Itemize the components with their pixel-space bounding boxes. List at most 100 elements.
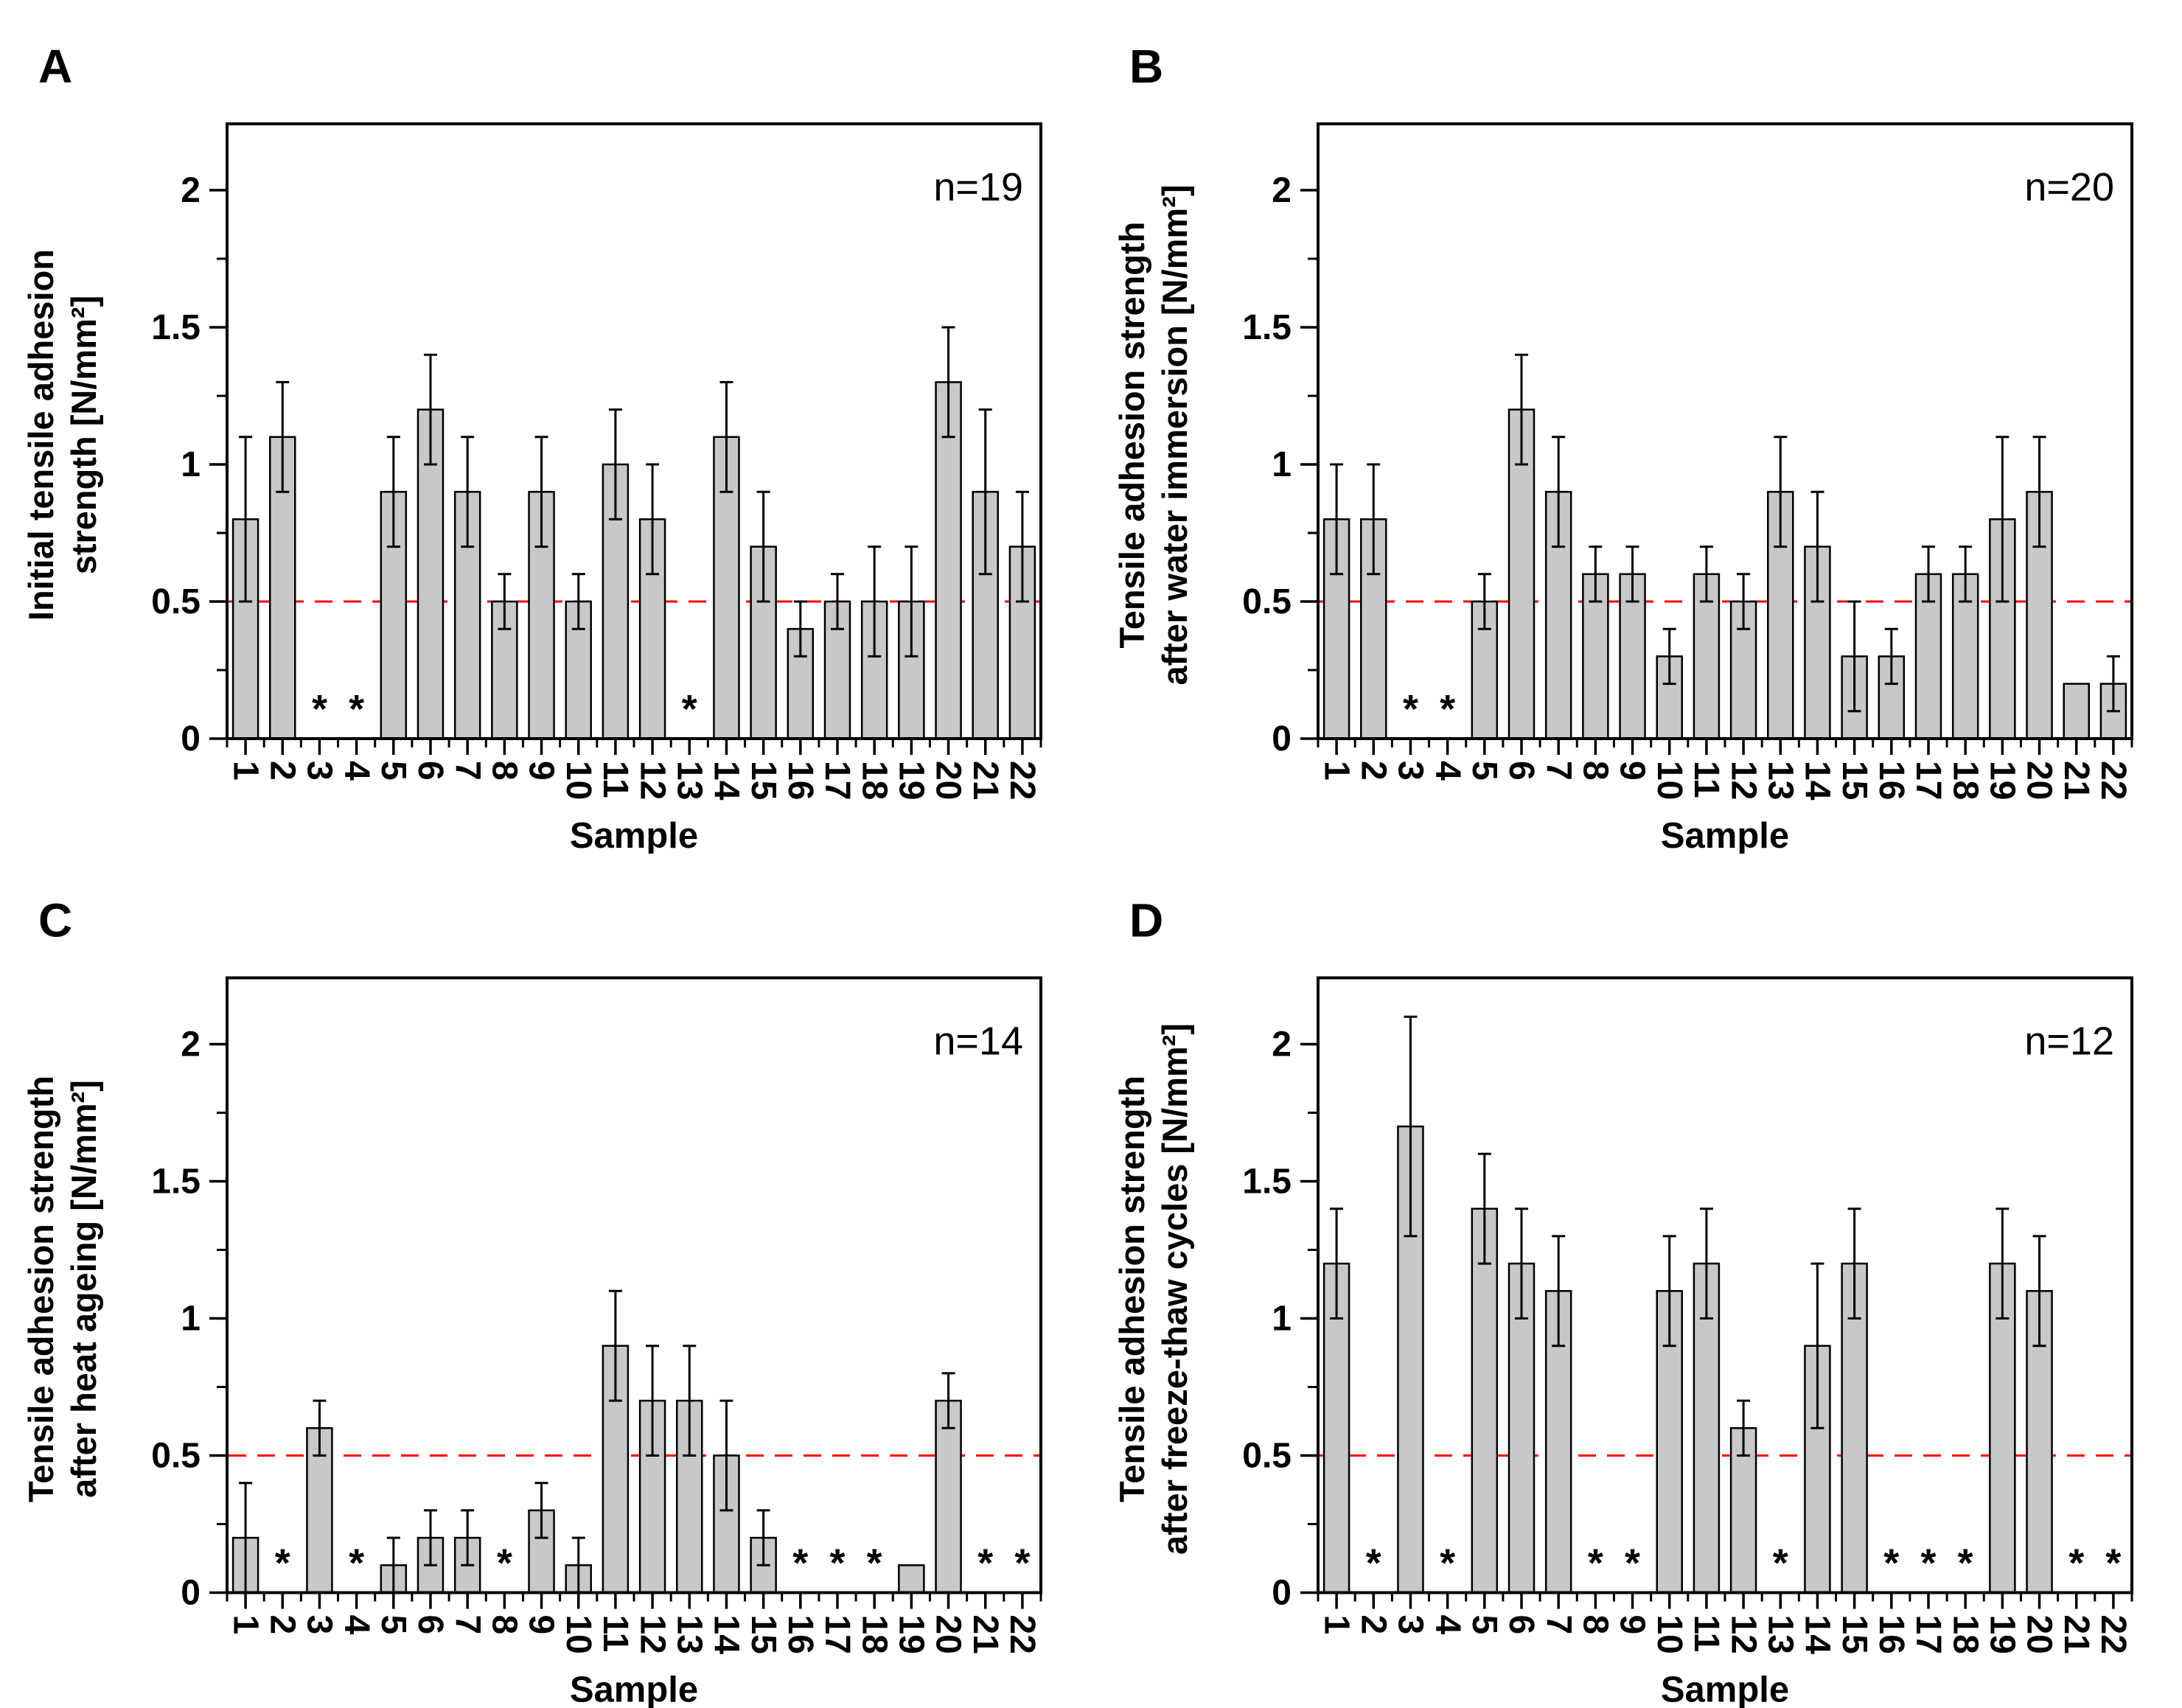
missing-marker: * — [1440, 1541, 1455, 1586]
y-axis-title-line2: after freeze-thaw cycles [N/mm²] — [1155, 1023, 1194, 1555]
missing-marker: * — [1403, 687, 1418, 731]
x-tick-label: 6 — [411, 1615, 450, 1635]
y-axis-title-line2: after heat ageing [N/mm²] — [64, 1080, 103, 1498]
x-tick-label: 4 — [337, 1615, 376, 1635]
y-tick-label: 1.5 — [1242, 1163, 1292, 1202]
x-tick-label: 3 — [300, 761, 339, 781]
x-tick-label: 17 — [1909, 761, 1948, 800]
y-tick-label: 1 — [1272, 1300, 1292, 1339]
x-tick-label: 3 — [300, 1615, 339, 1635]
y-tick-label: 2 — [1272, 1025, 1292, 1064]
x-tick-label: 12 — [1723, 761, 1763, 800]
x-tick-label: 7 — [1538, 1615, 1578, 1635]
y-axis-title-line2: strength [N/mm²] — [64, 296, 103, 575]
y-axis-title-line1: Tensile adhesion strength — [1112, 1076, 1151, 1502]
x-tick-label: 14 — [1798, 761, 1837, 801]
x-tick-label: 14 — [707, 761, 746, 801]
x-tick-label: 12 — [1723, 1615, 1763, 1654]
x-tick-label: 19 — [1983, 1615, 2022, 1654]
x-tick-label: 5 — [374, 761, 413, 781]
x-tick-label: 21 — [966, 1615, 1005, 1654]
x-tick-label: 19 — [1983, 761, 2022, 800]
x-tick-label: 14 — [1798, 1615, 1837, 1655]
missing-marker: * — [682, 687, 697, 731]
x-tick-label: 10 — [1650, 761, 1689, 800]
x-tick-label: 17 — [1909, 1615, 1948, 1654]
x-tick-label: 8 — [485, 1615, 524, 1635]
x-tick-label: 12 — [632, 1615, 672, 1654]
bar-sample-17 — [823, 600, 851, 740]
x-tick-label: 1 — [226, 761, 265, 781]
x-tick-label: 16 — [1872, 1615, 1911, 1654]
x-tick-label: 10 — [559, 761, 598, 800]
y-tick-label: 0 — [181, 719, 201, 759]
x-tick-label: 2 — [262, 1615, 301, 1635]
x-axis-title: Sample — [570, 816, 698, 854]
x-tick-label: 7 — [447, 761, 487, 781]
missing-marker: * — [792, 1541, 808, 1586]
y-tick-label: 1 — [1272, 445, 1292, 484]
x-tick-label: 20 — [929, 1615, 968, 1654]
plot-border — [226, 976, 1042, 1594]
x-tick-label: 4 — [337, 761, 376, 781]
x-tick-label: 20 — [929, 761, 968, 800]
bar-sample-20 — [935, 381, 962, 740]
panel-a: A Initial tensile adhesion strength [N/m… — [0, 0, 1091, 854]
plot-area: * * * * * * * *00.511.5212345678910111213141516… — [151, 976, 1042, 1655]
missing-marker: * — [1958, 1541, 1973, 1586]
x-tick-label: 9 — [522, 1615, 561, 1635]
x-tick-label: 16 — [781, 761, 820, 800]
x-tick-label: 21 — [2057, 1615, 2096, 1654]
bar-sample-19 — [898, 1564, 925, 1594]
x-tick-label: 13 — [1760, 761, 1799, 800]
x-tick-label: 11 — [596, 761, 635, 798]
n-count-label: n=19 — [933, 165, 1023, 209]
n-count-label: n=14 — [933, 1019, 1023, 1064]
y-tick-label: 0.5 — [1242, 1437, 1292, 1476]
x-tick-label: 11 — [1687, 761, 1726, 798]
missing-marker: * — [2105, 1541, 2121, 1586]
y-tick-label: 2 — [181, 171, 201, 210]
y-axis-title-line1: Tensile adhesion strength — [21, 1076, 60, 1502]
bar-sample-20 — [935, 1399, 962, 1594]
y-tick-label: 0.5 — [151, 1437, 201, 1476]
panel-b: B Tensile adhesion strength after water … — [1091, 0, 2182, 854]
x-tick-label: 16 — [781, 1615, 820, 1654]
y-tick-label: 1 — [181, 445, 201, 484]
x-tick-label: 6 — [1502, 761, 1541, 781]
y-tick-label: 1 — [181, 1300, 201, 1339]
panel-letter: C — [38, 894, 72, 947]
chart-panel-c: C Tensile adhesion strength after heat a… — [21, 894, 1042, 1708]
panel-letter: B — [1129, 40, 1163, 93]
missing-marker: * — [1366, 1541, 1381, 1586]
missing-marker: * — [349, 687, 364, 731]
panel-letter: D — [1129, 894, 1163, 947]
x-axis-title: Sample — [1661, 816, 1789, 854]
bar-sample-8 — [491, 600, 518, 740]
bar-sample-8 — [1582, 573, 1609, 740]
x-tick-label: 3 — [1391, 761, 1430, 781]
x-tick-label: 19 — [892, 1615, 931, 1654]
x-tick-label: 10 — [1650, 1615, 1689, 1654]
missing-marker: * — [497, 1541, 512, 1586]
x-tick-label: 6 — [1502, 1615, 1541, 1635]
missing-marker: * — [1014, 1541, 1030, 1586]
missing-marker: * — [1773, 1541, 1788, 1586]
x-tick-label: 5 — [374, 1615, 413, 1635]
x-tick-label: 19 — [892, 761, 931, 800]
n-count-label: n=12 — [2024, 1019, 2114, 1064]
panel-c: C Tensile adhesion strength after heat a… — [0, 854, 1091, 1708]
missing-marker: * — [1920, 1541, 1936, 1586]
bar-sample-5 — [1471, 1207, 1499, 1594]
x-tick-label: 14 — [707, 1615, 746, 1655]
missing-marker: * — [1440, 687, 1455, 731]
x-tick-label: 18 — [1945, 1615, 1984, 1654]
y-axis-title-line1: Tensile adhesion strength — [1112, 222, 1151, 649]
x-tick-label: 3 — [1391, 1615, 1430, 1635]
x-tick-label: 4 — [1428, 761, 1467, 781]
x-tick-label: 21 — [966, 761, 1005, 800]
x-tick-label: 9 — [522, 761, 561, 781]
missing-marker: * — [1625, 1541, 1640, 1586]
x-tick-label: 5 — [1465, 761, 1504, 781]
